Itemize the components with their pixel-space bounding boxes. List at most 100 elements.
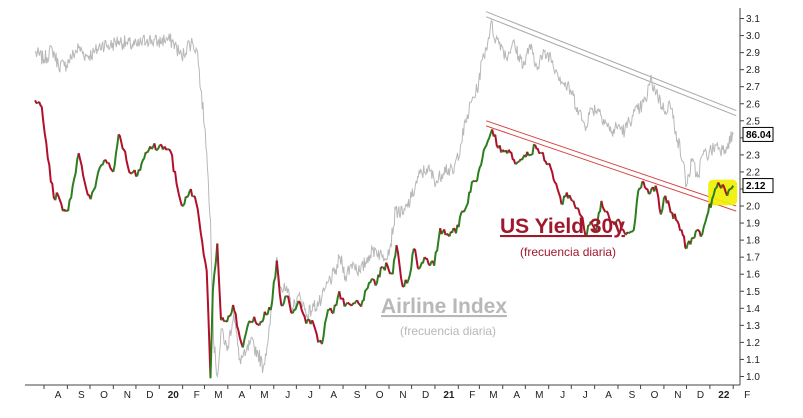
yield-line-segment xyxy=(275,260,284,307)
yield-line-segment xyxy=(689,236,694,245)
yield-line-segment xyxy=(192,195,212,379)
us-yield-30y-series xyxy=(34,99,735,379)
x-tick-label: F xyxy=(469,390,475,401)
y-tick-label: 1.5 xyxy=(746,287,760,298)
x-tick-label: A xyxy=(330,390,337,401)
yield-line-segment xyxy=(693,229,698,239)
x-tick-label: 20 xyxy=(168,390,180,401)
x-tick-label: N xyxy=(674,390,681,401)
y-tick-label: 2.3 xyxy=(746,150,760,161)
yield-line-segment xyxy=(338,291,346,307)
trendlines xyxy=(485,11,737,212)
y-tick-label: 1.9 xyxy=(746,219,760,230)
highlight xyxy=(708,179,738,206)
yield-line-segment xyxy=(385,262,392,275)
x-tick-label: F xyxy=(194,390,200,401)
x-tick-label: A xyxy=(238,390,245,401)
yield-line-segment xyxy=(226,315,230,323)
yield-line-segment xyxy=(216,243,222,321)
yield-line-segment xyxy=(463,179,475,213)
yield-line-segment xyxy=(332,304,336,314)
yield-line-segment xyxy=(189,188,194,197)
x-tick-label: M xyxy=(260,390,268,401)
x-tick-label: S xyxy=(78,390,85,401)
yield-line-segment xyxy=(654,185,662,215)
x-tick-label: J xyxy=(285,390,290,401)
yield-line-segment xyxy=(155,144,161,151)
yield-line-segment xyxy=(378,266,382,278)
y-tick-label: 1.0 xyxy=(746,372,760,383)
yield-line-segment xyxy=(589,220,597,233)
x-tick-label: A xyxy=(605,390,612,401)
airline-upper-channel-line-2 xyxy=(485,16,737,117)
x-tick-label: F xyxy=(744,390,750,401)
x-tick-label: 22 xyxy=(718,390,730,401)
yield-line-segment xyxy=(709,182,720,208)
yield-line-segment xyxy=(146,146,152,154)
yield-line-segment xyxy=(191,194,194,198)
y-tick-label: 2.0 xyxy=(746,202,760,213)
y-tick-label: 1.1 xyxy=(746,355,760,366)
yield-line-segment xyxy=(667,200,672,213)
yield-line-segment xyxy=(360,278,374,307)
x-tick-label: N xyxy=(124,390,131,401)
y-tick-label: 1.3 xyxy=(746,321,760,332)
yield-line-segment xyxy=(605,210,612,223)
y-tick-label: 1.8 xyxy=(746,236,760,247)
yield-line-segment xyxy=(539,151,543,155)
x-tick-label: O xyxy=(100,390,108,401)
yield-line-segment xyxy=(269,260,278,311)
yield-line-segment xyxy=(640,181,644,189)
yield-line-segment xyxy=(391,245,398,275)
yield-line-segment xyxy=(352,302,355,305)
yield-line-segment xyxy=(576,207,587,237)
yield-line-segment xyxy=(613,219,619,226)
x-tick-label: D xyxy=(422,390,429,401)
y-tick-label: 2.5 xyxy=(746,116,760,127)
x-tick-label: O xyxy=(376,390,384,401)
yield-line-segment xyxy=(117,133,132,175)
yield-line-segment xyxy=(223,319,227,323)
yield-red-channel-line-2 xyxy=(486,125,737,212)
yield-line-segment xyxy=(572,200,577,210)
airline-index-line xyxy=(34,19,734,379)
yield-line-segment xyxy=(626,231,630,235)
yield-last-value-badge: 2.12 xyxy=(742,178,774,194)
series-labels: US Yield 30y (frecuencia diaria) Airline… xyxy=(381,215,625,338)
yield-line-segment xyxy=(139,152,147,171)
yield-line-segment xyxy=(104,159,109,164)
last-value-badges: 86.04 2.12 xyxy=(742,126,774,194)
x-tick-label: J xyxy=(560,390,565,401)
yield-line-segment xyxy=(64,209,68,213)
y-tick-label: 3.1 xyxy=(746,14,760,25)
yield-line-segment xyxy=(305,318,310,324)
yield-line-segment xyxy=(389,272,393,275)
legend-airline-title: Airline Index xyxy=(381,295,507,318)
yield-line-segment xyxy=(641,180,650,195)
yield-line-segment xyxy=(541,151,548,166)
yield-line-segment xyxy=(514,161,519,166)
yield-line-segment xyxy=(145,151,148,154)
yield-line-segment xyxy=(34,99,38,105)
x-tick-label: J xyxy=(308,390,313,401)
yield-line-segment xyxy=(696,228,702,237)
yield-line-segment xyxy=(423,256,431,267)
yield-line-segment xyxy=(55,192,64,212)
yield-line-segment xyxy=(418,256,426,270)
yield-line-segment xyxy=(534,144,541,155)
y-tick-label: 1.4 xyxy=(746,304,760,315)
yield-line-segment xyxy=(617,218,627,236)
yield-line-segment xyxy=(600,200,607,213)
yield-line-segment xyxy=(457,210,464,228)
yield-line-segment xyxy=(473,179,477,183)
x-tick-label: D xyxy=(146,390,153,401)
y-tick-label: 3.0 xyxy=(746,31,760,42)
yield-line-segment xyxy=(507,149,517,165)
x-tick-label: A xyxy=(513,390,520,401)
y-tick-label: 1.2 xyxy=(746,338,760,349)
yield-line-segment xyxy=(627,187,641,235)
yield-line-segment xyxy=(241,320,251,348)
legend-yield-subtitle: (frecuencia diaria) xyxy=(520,245,616,259)
x-tick-label: S xyxy=(354,390,361,401)
yield-line-segment xyxy=(159,143,164,150)
